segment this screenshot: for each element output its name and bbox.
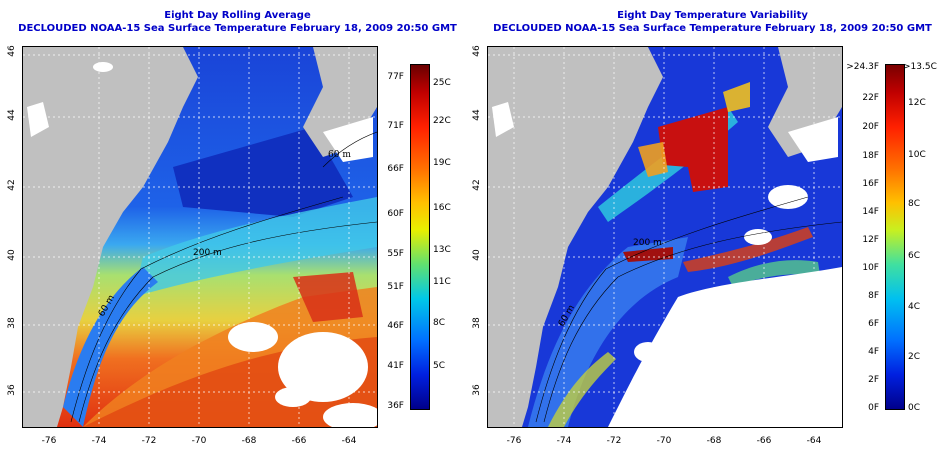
colorbar-c-label: 19C	[433, 158, 451, 168]
sst-colorbar	[410, 64, 430, 410]
colorbar-c-label: 0C	[908, 403, 921, 413]
contour-label: 60 m	[328, 150, 351, 160]
right-map-title: Eight Day Temperature Variability	[617, 10, 808, 21]
colorbar-c-label: 8C	[433, 318, 446, 328]
colorbar-c-label: 12C	[908, 98, 926, 108]
colorbar-f-label: 14F	[862, 207, 879, 217]
lat-tick: 40	[7, 249, 17, 261]
colorbar-f-label: 4F	[868, 347, 879, 357]
lat-tick: 36	[472, 384, 482, 396]
lat-lon-grid	[488, 47, 842, 427]
variability-colorbar	[885, 64, 905, 410]
contour-label: 200 m	[193, 248, 222, 258]
lat-tick: 46	[7, 45, 17, 57]
colorbar-f-label: 66F	[387, 164, 404, 174]
lon-tick: -66	[756, 436, 772, 446]
colorbar-f-label: 22F	[862, 93, 879, 103]
colorbar-c-label: 2C	[908, 352, 921, 362]
sst-variability-map: 200 m 60 m	[487, 46, 843, 428]
colorbar-c-label: 10C	[908, 150, 926, 160]
colorbar-f-label: 71F	[387, 121, 404, 131]
colorbar-f-label: 0F	[868, 403, 879, 413]
right-map-panel: Eight Day Temperature Variability DECLOU…	[472, 0, 950, 475]
left-map-panel: Eight Day Rolling Average DECLOUDED NOAA…	[7, 10, 457, 446]
left-map-title: Eight Day Rolling Average	[164, 10, 311, 21]
lon-tick: -76	[506, 436, 522, 446]
colorbar-f-label: 10F	[862, 263, 879, 273]
colorbar-f-label: 16F	[862, 179, 879, 189]
lon-tick: -72	[141, 436, 157, 446]
lon-tick: -64	[806, 436, 822, 446]
contour-label: 200 m	[633, 238, 662, 248]
colorbar-f-label: 36F	[387, 401, 404, 411]
colorbar-f-label: 6F	[868, 319, 879, 329]
colorbar-f-label: 77F	[387, 72, 404, 82]
colorbar-c-label: 8C	[908, 199, 921, 209]
colorbar-c-label: 22C	[433, 116, 451, 126]
lon-tick: -70	[191, 436, 207, 446]
lat-tick: 42	[7, 179, 17, 191]
colorbar-f-label: >24.3F	[846, 62, 879, 72]
lon-tick: -68	[241, 436, 257, 446]
colorbar-c-label: >13.5C	[903, 62, 937, 72]
lon-tick: -64	[341, 436, 357, 446]
lon-tick: -70	[656, 436, 672, 446]
colorbar-f-label: 60F	[387, 209, 404, 219]
cold-water-region	[173, 127, 353, 217]
colorbar-f-label: 18F	[862, 151, 879, 161]
colorbar-f-label: 12F	[862, 235, 879, 245]
lat-tick: 40	[472, 249, 482, 261]
lat-tick: 36	[7, 384, 17, 396]
colorbar-f-label: 20F	[862, 122, 879, 132]
colorbar-c-label: 16C	[433, 203, 451, 213]
lat-tick: 42	[472, 179, 482, 191]
left-map-subtitle: DECLOUDED NOAA-15 Sea Surface Temperatur…	[18, 23, 457, 34]
lat-lon-grid	[23, 47, 377, 427]
colorbar-f-label: 51F	[387, 282, 404, 292]
colorbar-c-label: 25C	[433, 78, 451, 88]
colorbar-c-label: 11C	[433, 277, 451, 287]
lon-tick: -68	[706, 436, 722, 446]
lon-tick: -66	[291, 436, 307, 446]
colorbar-c-label: 4C	[908, 302, 921, 312]
colorbar-c-label: 6C	[908, 251, 921, 261]
colorbar-c-label: 5C	[433, 361, 446, 371]
lat-tick: 38	[472, 317, 482, 329]
sst-average-map: 200 m 60 m 60 m	[22, 46, 378, 428]
colorbar-f-label: 41F	[387, 361, 404, 371]
lat-tick: 44	[7, 109, 17, 121]
lat-tick: 46	[472, 45, 482, 57]
high-variability-region	[658, 107, 728, 192]
lat-tick: 44	[472, 109, 482, 121]
lon-tick: -74	[91, 436, 107, 446]
colorbar-f-label: 8F	[868, 291, 879, 301]
colorbar-f-label: 2F	[868, 375, 879, 385]
lon-tick: -74	[556, 436, 572, 446]
colorbar-f-label: 46F	[387, 321, 404, 331]
colorbar-f-label: 55F	[387, 249, 404, 259]
lon-tick: -76	[41, 436, 57, 446]
land-us-coast	[488, 47, 663, 427]
lat-tick: 38	[7, 317, 17, 329]
cloud-mask	[608, 267, 842, 427]
colorbar-c-label: 13C	[433, 245, 451, 255]
right-map-subtitle: DECLOUDED NOAA-15 Sea Surface Temperatur…	[493, 23, 932, 34]
lon-tick: -72	[606, 436, 622, 446]
land-us-coast	[23, 47, 198, 427]
